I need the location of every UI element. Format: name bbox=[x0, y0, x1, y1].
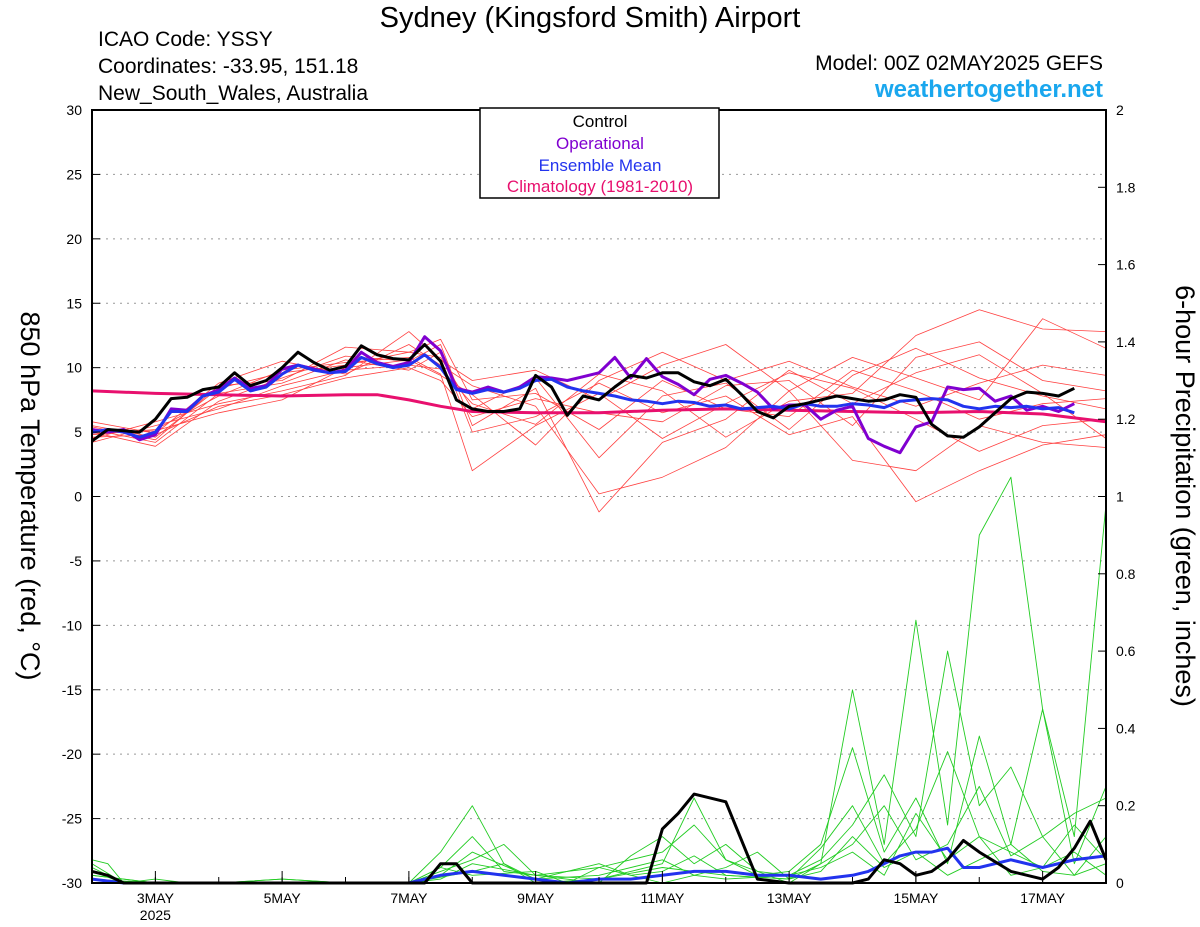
y-tick-label: 5 bbox=[74, 424, 82, 440]
precip-member-lines bbox=[91, 476, 1107, 884]
y2-tick-label: 1.8 bbox=[1116, 179, 1136, 195]
x-tick-label: 5MAY bbox=[264, 890, 302, 906]
legend-climatology: Climatology (1981-2010) bbox=[507, 177, 693, 196]
x-tick-label: 11MAY bbox=[640, 890, 684, 906]
y-tick-label: -10 bbox=[62, 617, 82, 633]
main-series-lines bbox=[91, 335, 1108, 885]
website-link[interactable]: weathertogether.net bbox=[874, 76, 1103, 103]
y-tick-label: -15 bbox=[62, 682, 82, 698]
x-tick-label: 7MAY bbox=[390, 890, 428, 906]
grid-lines bbox=[92, 173, 1106, 820]
y2-tick-label: 0.4 bbox=[1116, 720, 1136, 736]
climatology-line bbox=[91, 389, 1107, 424]
x-tick-label: 3MAY bbox=[137, 890, 175, 906]
ensemble-mean-line bbox=[91, 353, 1075, 439]
y-tick-label: -30 bbox=[62, 875, 82, 891]
precip-member-line bbox=[91, 836, 1107, 884]
legend: Control Operational Ensemble Mean Climat… bbox=[479, 107, 720, 199]
model-run: Model: 00Z 02MAY2025 GEFS bbox=[815, 52, 1103, 75]
y-tick-label: 20 bbox=[66, 231, 82, 247]
y-tick-label: 30 bbox=[66, 102, 82, 118]
x-tick-year: 2025 bbox=[140, 907, 171, 923]
y2-tick-label: 1.4 bbox=[1116, 334, 1136, 350]
y2-tick-label: 0.2 bbox=[1116, 798, 1136, 814]
legend-box bbox=[479, 107, 720, 199]
y-tick-label: -20 bbox=[62, 746, 82, 762]
y-axis-title: 850 hPa Temperature (red, °C) bbox=[15, 312, 45, 681]
y2-axis-title: 6-hour Precipitation (green, inches) bbox=[1170, 285, 1200, 707]
y-tick-label: 15 bbox=[66, 295, 82, 311]
y2-tick-label: 1 bbox=[1116, 489, 1124, 505]
y2-tick-label: 2 bbox=[1116, 102, 1124, 118]
y2-tick-label: 1.6 bbox=[1116, 257, 1136, 273]
temperature-member-line bbox=[91, 344, 1107, 513]
legend-ensemble-mean: Ensemble Mean bbox=[539, 156, 662, 175]
left-axis-ticks: 30 25 20 15 10 5 0 -5 -10 -15 -20 -25 -30 bbox=[62, 102, 100, 891]
y2-tick-label: 0.6 bbox=[1116, 643, 1136, 659]
x-tick-label: 9MAY bbox=[517, 890, 555, 906]
y2-tick-label: 0.8 bbox=[1116, 566, 1136, 582]
legend-control: Control bbox=[573, 112, 628, 131]
y-tick-label: -25 bbox=[62, 811, 82, 827]
x-tick-label: 13MAY bbox=[767, 890, 813, 906]
precip-member-line bbox=[91, 504, 1107, 884]
chart-title: Sydney (Kingsford Smith) Airport bbox=[379, 2, 801, 34]
control-line bbox=[91, 343, 1075, 443]
x-tick-label: 15MAY bbox=[893, 890, 939, 906]
y-tick-label: 25 bbox=[66, 166, 82, 182]
right-axis-ticks: 2 1.8 1.6 1.4 1.2 1 0.8 0.6 0.4 0.2 0 bbox=[1098, 102, 1136, 891]
coordinates: Coordinates: -33.95, 151.18 bbox=[98, 55, 359, 78]
y-tick-label: 10 bbox=[66, 360, 82, 376]
y2-tick-label: 1.2 bbox=[1116, 411, 1136, 427]
temperature-member-line bbox=[91, 351, 1107, 503]
legend-operational: Operational bbox=[556, 134, 644, 153]
precip-member-line bbox=[91, 785, 1107, 884]
temperature-member-line bbox=[91, 344, 1107, 495]
operational-line bbox=[91, 335, 1075, 455]
temperature-member-line bbox=[91, 309, 1107, 443]
y-tick-label: -5 bbox=[70, 553, 83, 569]
icao-code: ICAO Code: YSSY bbox=[98, 28, 273, 51]
y-tick-label: 0 bbox=[74, 489, 82, 505]
region: New_South_Wales, Australia bbox=[98, 82, 369, 105]
y2-tick-label: 0 bbox=[1116, 875, 1124, 891]
x-tick-label: 17MAY bbox=[1020, 890, 1066, 906]
temperature-member-line bbox=[91, 318, 1107, 439]
